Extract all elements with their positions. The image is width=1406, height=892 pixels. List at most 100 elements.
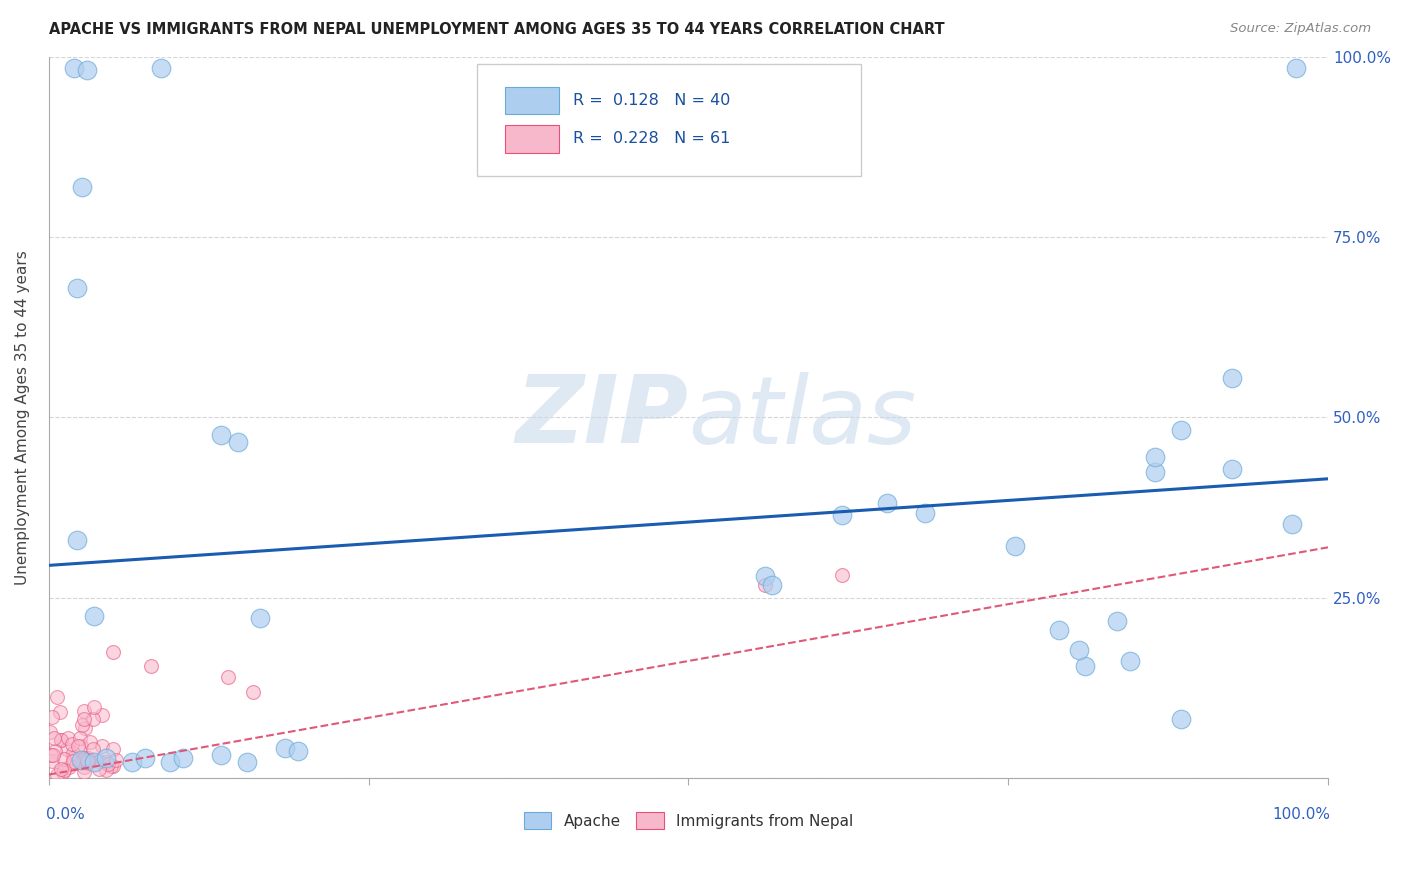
Point (90, 739, 112, 753)
Point (51, 763, 73, 777)
Point (211, 427, 233, 442)
Point (62, 737, 84, 751)
Point (49, 732, 72, 747)
Point (72, 753, 94, 767)
Point (101, 759, 124, 773)
Point (1074, 659, 1097, 673)
Point (1285, 61, 1308, 75)
Text: APACHE VS IMMIGRANTS FROM NEPAL UNEMPLOYMENT AMONG AGES 35 TO 44 YEARS CORRELATI: APACHE VS IMMIGRANTS FROM NEPAL UNEMPLOY… (49, 22, 945, 37)
Point (97, 757, 120, 772)
Text: R =  0.228   N = 61: R = 0.228 N = 61 (574, 131, 731, 146)
FancyBboxPatch shape (506, 125, 560, 153)
Point (70, 755, 93, 769)
Text: Source: ZipAtlas.com: Source: ZipAtlas.com (1230, 22, 1371, 36)
Point (44, 731, 66, 745)
Point (89, 754, 111, 768)
Point (51, 732, 73, 747)
Point (76, 753, 98, 767)
Point (1067, 642, 1090, 657)
Point (70, 739, 93, 753)
Point (44, 743, 66, 757)
Point (62, 754, 84, 768)
Point (82, 742, 104, 756)
Point (139, 659, 162, 673)
Point (83, 699, 105, 714)
Point (41, 748, 63, 763)
Point (1144, 450, 1167, 464)
Point (1281, 517, 1303, 532)
Point (72, 713, 94, 727)
FancyBboxPatch shape (478, 64, 860, 176)
Point (62, 746, 84, 760)
Point (831, 508, 853, 522)
Point (62, 751, 84, 765)
Point (211, 748, 233, 763)
Point (73, 751, 96, 765)
Point (41, 754, 63, 768)
Point (1220, 462, 1243, 476)
Point (121, 756, 143, 770)
Point (63, 61, 86, 75)
Point (41, 710, 63, 724)
Legend: Apache, Immigrants from Nepal: Apache, Immigrants from Nepal (517, 805, 859, 836)
Point (159, 756, 181, 770)
Point (242, 684, 264, 698)
Point (104, 753, 127, 767)
Text: ZIP: ZIP (516, 371, 689, 464)
Point (53, 764, 76, 778)
Point (82, 712, 104, 726)
Point (66, 280, 89, 294)
Point (876, 495, 898, 509)
Point (1170, 712, 1192, 726)
Point (79, 735, 101, 749)
Point (96, 751, 118, 765)
Point (217, 670, 239, 684)
Point (76, 755, 98, 769)
Point (134, 751, 156, 765)
Point (76, 756, 98, 770)
Point (274, 740, 297, 755)
Point (754, 578, 776, 592)
Point (70, 718, 93, 732)
Point (45, 767, 67, 781)
Point (39, 725, 62, 739)
Point (1049, 624, 1071, 638)
Point (236, 756, 259, 770)
Point (56, 742, 79, 756)
Point (69, 753, 91, 767)
Point (52, 765, 75, 780)
Point (46, 690, 69, 704)
Text: R =  0.128   N = 40: R = 0.128 N = 40 (574, 93, 731, 108)
Point (69, 731, 91, 745)
Point (66, 533, 89, 548)
Point (83, 608, 105, 623)
Point (56, 731, 79, 746)
Point (77, 753, 100, 767)
Point (172, 751, 194, 765)
Text: 0.0%: 0.0% (46, 807, 84, 822)
Point (761, 578, 783, 592)
Point (914, 506, 936, 520)
Point (66, 739, 89, 753)
Point (226, 434, 249, 449)
Y-axis label: Unemployment Among Ages 35 to 44 years: Unemployment Among Ages 35 to 44 years (15, 250, 30, 585)
Point (75, 721, 97, 735)
Text: 100.0%: 100.0% (1272, 807, 1330, 822)
Point (76, 751, 98, 765)
Point (90, 707, 112, 722)
Point (87, 762, 110, 776)
Point (58, 760, 80, 774)
Point (100, 759, 122, 773)
Point (39, 748, 62, 763)
Point (150, 61, 173, 75)
Point (831, 567, 853, 582)
Point (73, 764, 96, 779)
Text: atlas: atlas (689, 372, 917, 463)
Point (94, 764, 117, 778)
Point (83, 756, 105, 770)
Point (1004, 539, 1026, 553)
Point (76, 62, 98, 77)
Point (70, 179, 93, 194)
Point (94, 755, 117, 769)
Point (53, 752, 76, 766)
